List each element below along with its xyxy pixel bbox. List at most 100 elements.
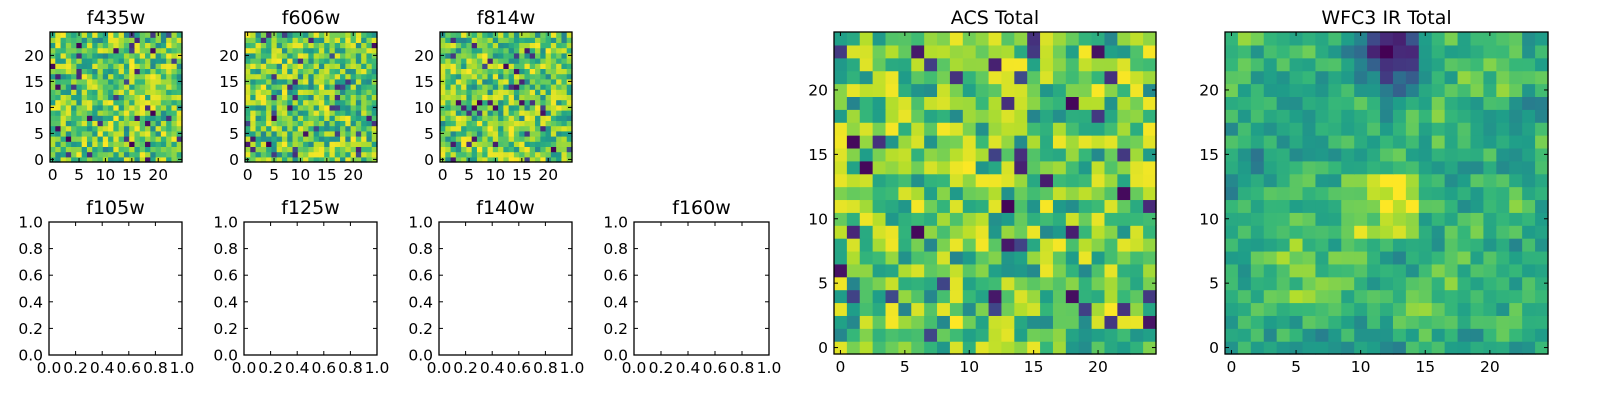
heatmap-cell <box>134 141 141 147</box>
heatmap-cell <box>371 47 378 54</box>
heatmap-cell <box>1354 238 1368 252</box>
heatmap-cell <box>1143 32 1157 46</box>
heatmap-cell <box>1457 173 1472 188</box>
heatmap-cell <box>1418 238 1433 252</box>
heatmap-cell <box>160 156 167 163</box>
heatmap-cell <box>1431 186 1446 201</box>
heatmap-cell <box>92 136 99 142</box>
heatmap-cell <box>250 32 257 38</box>
heatmap-cell <box>962 109 977 123</box>
heatmap-cell <box>1535 276 1549 291</box>
heatmap-cell <box>371 110 378 116</box>
heatmap-cell <box>924 122 938 136</box>
heatmap-cell <box>1143 109 1157 123</box>
heatmap-cell <box>1496 199 1510 213</box>
heatmap-cell <box>540 89 547 95</box>
heatmap-cell <box>1065 96 1080 110</box>
heatmap-cell <box>1289 135 1304 149</box>
heatmap-cell <box>171 63 178 69</box>
heatmap-cell <box>988 341 1003 355</box>
heatmap-cell <box>450 37 457 43</box>
heatmap-cell <box>1405 289 1420 304</box>
heatmap-cell <box>340 84 346 90</box>
heatmap-cell <box>60 99 67 106</box>
heatmap-cell <box>924 225 938 239</box>
heatmap-cell <box>1444 186 1459 201</box>
heatmap-cell <box>134 42 141 49</box>
heatmap-cell <box>255 115 262 121</box>
heatmap-cell <box>1509 315 1523 329</box>
heatmap-cell <box>1444 238 1459 252</box>
heatmap-cell <box>962 315 977 329</box>
heatmap-cell <box>271 68 278 75</box>
y-tick-label: 0.8 <box>18 240 43 258</box>
heatmap-cell <box>1354 96 1368 110</box>
x-tick-label: 1.0 <box>170 359 195 377</box>
y-tick-label: 0 <box>424 151 434 169</box>
heatmap-cell <box>445 78 452 85</box>
heatmap-cell <box>60 37 67 43</box>
heatmap-cell <box>1380 96 1394 110</box>
heatmap-cell <box>949 212 964 226</box>
heatmap-cell <box>355 78 362 85</box>
heatmap-cell <box>129 104 136 111</box>
heatmap-cell <box>65 63 72 69</box>
heatmap-cell <box>508 42 515 49</box>
heatmap-cell <box>60 89 67 95</box>
heatmap-cell <box>1250 160 1265 175</box>
heatmap-cell <box>1302 147 1317 162</box>
heatmap-cell <box>350 136 357 142</box>
heatmap-cell <box>834 250 848 265</box>
heatmap-cell <box>123 151 130 158</box>
heatmap-cell <box>540 156 547 163</box>
heatmap-cell <box>287 84 294 90</box>
heatmap-cell <box>92 58 99 64</box>
heatmap-cell <box>350 37 357 43</box>
heatmap-cell <box>123 94 130 101</box>
heatmap-cell <box>487 42 494 49</box>
heatmap-cell <box>155 141 162 147</box>
heatmap-cell <box>556 52 563 59</box>
heatmap-cell <box>975 186 990 201</box>
y-tick-label: 0.8 <box>213 240 238 258</box>
heatmap-cell <box>1250 186 1265 201</box>
heatmap-cell <box>545 125 552 132</box>
heatmap-cell <box>482 151 489 158</box>
heatmap-cell <box>81 47 88 54</box>
heatmap-cell <box>150 73 157 80</box>
heatmap-cell <box>1341 212 1355 226</box>
heatmap-cell <box>487 146 494 153</box>
heatmap-cell <box>76 89 83 95</box>
heatmap-cell <box>313 73 320 80</box>
heatmap-cell <box>1470 225 1484 239</box>
heatmap-cell <box>1104 57 1118 72</box>
heatmap-cell <box>1078 315 1093 329</box>
heatmap-cell <box>535 63 541 69</box>
heatmap-cell <box>86 99 93 106</box>
heatmap-cell <box>313 68 320 75</box>
heatmap-cell <box>1341 263 1355 278</box>
heatmap-cell <box>160 99 167 106</box>
heatmap-cell <box>471 47 478 54</box>
heatmap-cell <box>561 104 568 111</box>
heatmap-cell <box>545 37 552 43</box>
heatmap-cell <box>150 151 157 158</box>
heatmap-cell <box>324 130 331 137</box>
heatmap-cell <box>76 110 83 116</box>
y-tick-label: 0.0 <box>213 347 238 365</box>
heatmap-cell <box>445 141 452 147</box>
heatmap-cell <box>271 42 278 49</box>
heatmap-cell <box>145 68 151 75</box>
heatmap-cell <box>859 238 874 252</box>
y-tick-label: 0.8 <box>603 240 628 258</box>
heatmap-cell <box>1130 32 1144 46</box>
heatmap-cell <box>245 99 251 106</box>
heatmap-cell <box>281 104 288 111</box>
heatmap-cell <box>988 135 1003 149</box>
heatmap-cell <box>176 151 183 158</box>
heatmap-cell <box>50 63 56 69</box>
heatmap-cell <box>350 104 357 111</box>
heatmap-cell <box>97 84 104 90</box>
x-tick-label: 15 <box>1415 358 1435 376</box>
